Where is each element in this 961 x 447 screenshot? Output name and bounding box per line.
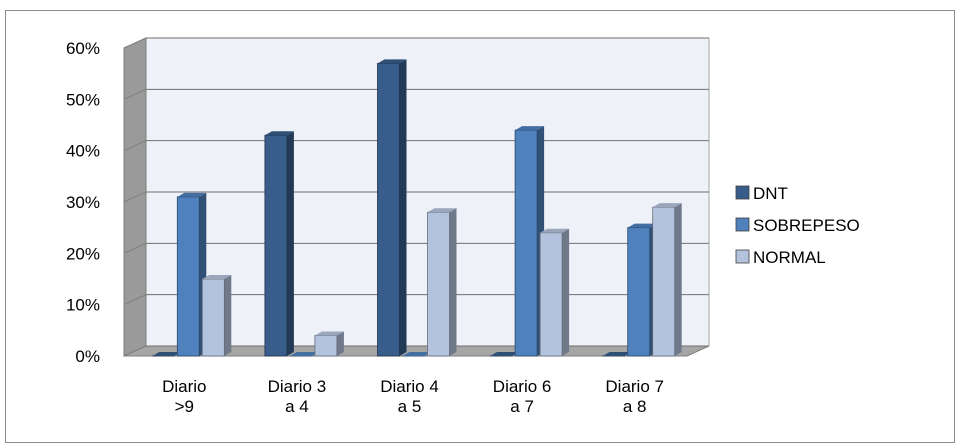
bar-top-sobrepeso xyxy=(627,223,657,228)
legend-label: DNT xyxy=(753,184,788,203)
bar-dnt xyxy=(377,63,400,357)
bar-normal xyxy=(314,335,338,357)
legend-swatch xyxy=(735,249,750,264)
bar-sobrepeso xyxy=(514,129,538,357)
legend-label: NORMAL xyxy=(753,248,826,267)
bar-top-normal xyxy=(427,208,457,213)
x-category-label: a 5 xyxy=(398,397,422,416)
bar-side-dnt xyxy=(399,59,407,357)
gridline-side xyxy=(123,242,147,254)
bar-side-normal xyxy=(562,228,570,356)
x-category-label: Diario 7 xyxy=(605,377,664,396)
y-tick-label: 40% xyxy=(66,142,100,161)
bar-side-dnt xyxy=(286,131,294,356)
y-tick-label: 20% xyxy=(66,244,100,263)
bar-top-dnt xyxy=(602,352,632,356)
x-category-label: Diario 6 xyxy=(493,377,552,396)
legend-swatch xyxy=(735,185,750,200)
legend-label: SOBREPESO xyxy=(753,216,860,235)
bar-side-normal xyxy=(449,208,457,356)
bar-top-dnt xyxy=(490,352,520,356)
legend-swatch xyxy=(735,217,750,232)
bar-normal xyxy=(201,278,225,357)
x-category-label: Diario xyxy=(162,377,206,396)
bar-top-dnt xyxy=(152,352,182,356)
gridline-side xyxy=(123,37,147,49)
bar-top-sobrepeso xyxy=(402,352,432,356)
x-category-label: Diario 4 xyxy=(380,377,439,396)
bar-side-normal xyxy=(224,275,232,356)
bar-top-dnt xyxy=(264,131,294,136)
bar-top-normal xyxy=(202,275,232,279)
gridline-side xyxy=(123,140,147,152)
bar-side-normal xyxy=(674,203,682,356)
x-category-label: a 4 xyxy=(285,397,309,416)
bar-top-dnt xyxy=(377,59,407,64)
bar-side-normal xyxy=(336,331,344,356)
bar-normal xyxy=(539,232,563,357)
bar-top-sobrepeso xyxy=(289,352,319,356)
bar-normal xyxy=(427,211,450,357)
bar-top-sobrepeso xyxy=(515,126,545,131)
x-category-label: Diario 3 xyxy=(268,377,327,396)
y-tick-label: 10% xyxy=(66,296,100,315)
bar-top-sobrepeso xyxy=(177,192,207,197)
y-tick-label: 60% xyxy=(66,39,100,58)
x-category-label: a 8 xyxy=(623,397,647,416)
gridline-side xyxy=(123,88,147,100)
bar-normal xyxy=(652,206,676,357)
gridline-side xyxy=(123,191,147,203)
bar-sobrepeso xyxy=(627,227,651,357)
bar-dnt xyxy=(264,134,288,357)
y-tick-label: 0% xyxy=(75,347,100,366)
bar-top-normal xyxy=(540,228,570,233)
x-category-label: >9 xyxy=(175,397,194,416)
y-tick-label: 30% xyxy=(66,193,100,212)
bar-top-normal xyxy=(314,331,344,336)
gridline-side xyxy=(123,294,147,306)
gridline-side xyxy=(123,345,147,357)
y-tick-label: 50% xyxy=(66,90,100,109)
x-category-label: a 7 xyxy=(510,397,534,416)
bar-top-normal xyxy=(652,203,682,208)
bar-sobrepeso xyxy=(176,196,200,357)
